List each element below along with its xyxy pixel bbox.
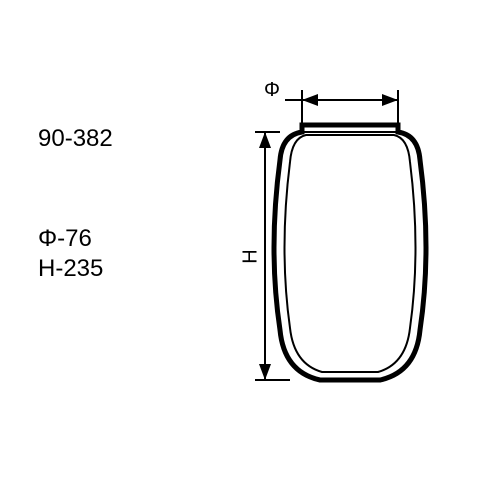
h-spec: H-235 [38,255,103,283]
phi-spec: Φ-76 [38,225,92,253]
model-number: 90-382 [38,125,113,153]
diagram-container: 90-382 Φ-76 H-235 Φ H [0,0,500,500]
h-symbol: H [240,249,263,263]
vase-outer [274,125,426,380]
vase-inner [285,135,416,372]
phi-symbol: Φ [264,79,280,102]
